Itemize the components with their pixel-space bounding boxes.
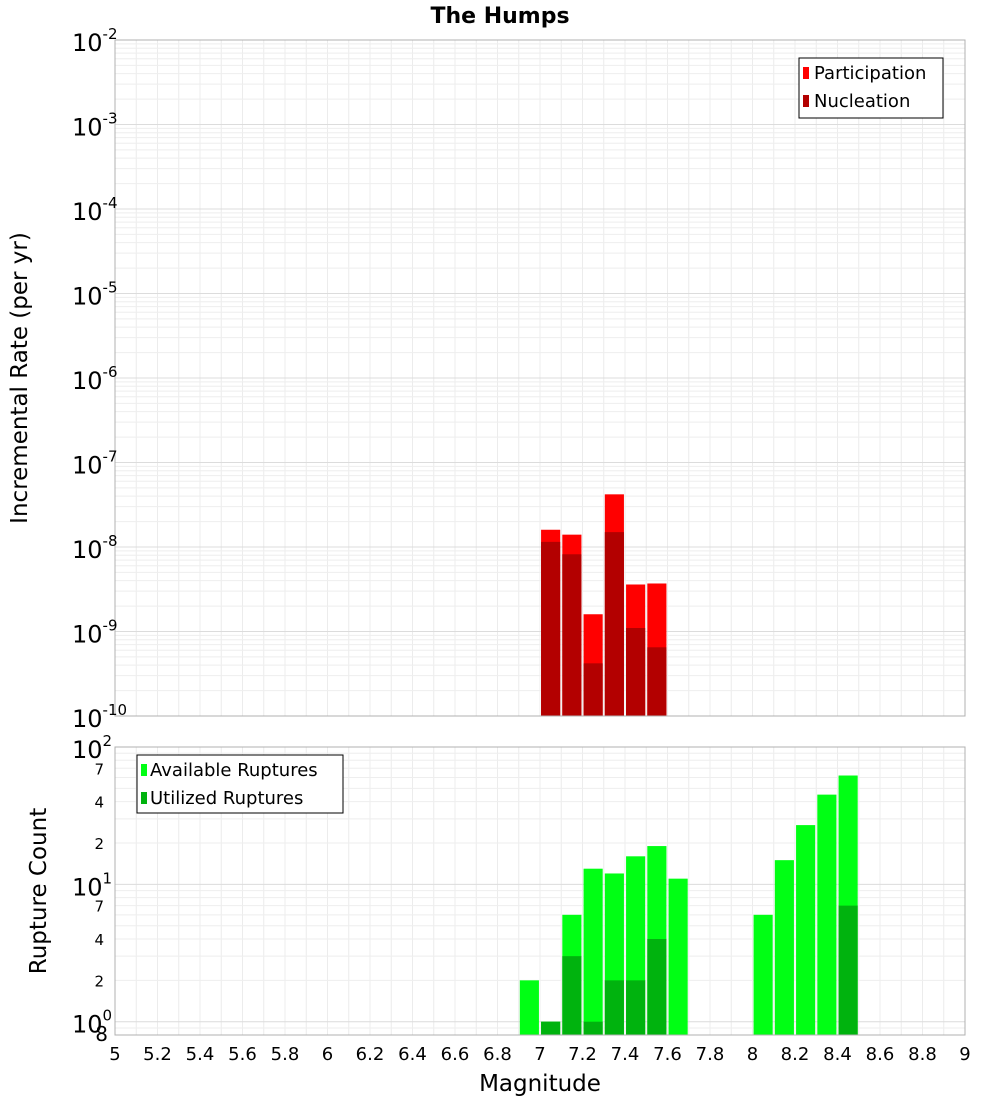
x-tick-label: 8.4 <box>823 1044 852 1065</box>
y-tick-label: 100 <box>72 1007 112 1039</box>
x-tick-label: 6.6 <box>441 1044 470 1065</box>
y-tick-label: 10-8 <box>72 532 118 564</box>
legend-swatch-available-ruptures <box>141 764 147 776</box>
bottom-bars <box>519 775 858 1035</box>
x-tick-label: 7.8 <box>696 1044 725 1065</box>
bar-nucleation <box>647 647 667 716</box>
top-legend: Participation Nucleation <box>798 57 944 119</box>
bar-utilized-ruptures <box>838 905 858 1035</box>
legend-label-participation: Participation <box>814 63 926 84</box>
top-plot-frame <box>114 39 966 717</box>
top-legend-box <box>798 57 944 119</box>
chart-title: The Humps <box>430 4 569 29</box>
bar-nucleation <box>626 628 646 716</box>
y-minor-tick-label: 7 <box>94 760 104 778</box>
bar-available-ruptures <box>583 868 603 1035</box>
y-tick-label: 10-6 <box>72 363 118 395</box>
x-tick-label: 6.8 <box>483 1044 512 1065</box>
x-tick-label: 9 <box>959 1044 970 1065</box>
bottom-y-axis-label: Rupture Count <box>26 808 52 974</box>
top-plot: 10-10 10-9 10-8 10-7 10-6 10-5 10-4 10-3 10-2 In… <box>7 25 966 733</box>
bar-available-ruptures <box>817 794 837 1035</box>
y-tick-label: 10-7 <box>72 448 118 480</box>
x-tick-label: 5.6 <box>228 1044 257 1065</box>
y-minor-tick-label: 7 <box>94 898 104 916</box>
top-bars <box>541 494 667 716</box>
bar-utilized-ruptures <box>604 980 624 1035</box>
x-tick-label: 8.6 <box>866 1044 895 1065</box>
bar-utilized-ruptures <box>647 939 667 1035</box>
x-tick-label: 7.2 <box>568 1044 597 1065</box>
bar-nucleation <box>541 541 561 716</box>
y-minor-tick-label: 8 <box>95 1022 108 1046</box>
x-tick-label: 7.6 <box>653 1044 682 1065</box>
top-y-axis-label: Incremental Rate (per yr) <box>7 232 33 524</box>
legend-label-available-ruptures: Available Ruptures <box>150 760 318 781</box>
y-tick-label: 10-5 <box>72 279 118 311</box>
y-tick-label: 10-9 <box>72 617 118 649</box>
bar-available-ruptures <box>753 914 773 1035</box>
x-tick-label: 8 <box>747 1044 758 1065</box>
bottom-legend: Available Ruptures Utilized Ruptures <box>136 754 344 814</box>
bottom-y-tick-labels: 100 101 102 8 2 4 7 2 4 7 <box>72 732 112 1046</box>
legend-swatch-nucleation <box>803 95 809 107</box>
bar-nucleation <box>562 554 582 716</box>
y-tick-label: 10-2 <box>72 25 118 57</box>
x-tick-label: 8.2 <box>781 1044 810 1065</box>
bottom-plot-frame <box>114 746 966 1036</box>
y-minor-tick-label: 4 <box>94 931 104 949</box>
bottom-legend-box <box>136 754 344 814</box>
y-tick-label: 10-10 <box>72 701 127 733</box>
x-tick-label: 7.4 <box>611 1044 640 1065</box>
bottom-plot: 100 101 102 8 2 4 7 2 4 7 5 5.2 5.4 5.6 5.8 6 6.2 6.4 6.6… <box>26 732 971 1097</box>
x-tick-label: 6.4 <box>398 1044 427 1065</box>
y-tick-label: 101 <box>72 869 112 901</box>
y-tick-label: 102 <box>72 732 112 764</box>
legend-label-nucleation: Nucleation <box>814 91 910 112</box>
y-tick-label: 10-3 <box>72 110 118 142</box>
bar-nucleation <box>604 532 624 716</box>
y-minor-tick-label: 4 <box>94 794 104 812</box>
bar-available-ruptures <box>796 825 816 1035</box>
top-y-tick-labels: 10-10 10-9 10-8 10-7 10-6 10-5 10-4 10-3 10-2 <box>72 25 127 733</box>
bar-utilized-ruptures <box>562 956 582 1035</box>
x-tick-label: 7 <box>534 1044 545 1065</box>
legend-swatch-participation <box>803 67 809 79</box>
bar-utilized-ruptures <box>583 1021 603 1035</box>
bar-nucleation <box>583 663 603 716</box>
x-tick-label: 5.8 <box>271 1044 300 1065</box>
y-minor-tick-label: 2 <box>94 835 104 853</box>
x-tick-label: 6 <box>322 1044 333 1065</box>
bar-available-ruptures <box>519 980 539 1035</box>
x-tick-labels: 5 5.2 5.4 5.6 5.8 6 6.2 6.4 6.6 6.8 7 7.2 7.4 7.6 7.8 8… <box>109 1044 970 1065</box>
y-minor-tick-label: 2 <box>94 972 104 990</box>
x-axis-label: Magnitude <box>479 1071 601 1097</box>
x-tick-label: 8.8 <box>908 1044 937 1065</box>
bar-available-ruptures <box>668 878 688 1035</box>
x-tick-label: 5.4 <box>186 1044 215 1065</box>
x-tick-label: 5 <box>109 1044 120 1065</box>
x-tick-label: 6.2 <box>356 1044 385 1065</box>
top-grid <box>114 40 966 717</box>
y-tick-label: 10-4 <box>72 194 118 226</box>
x-tick-label: 5.2 <box>143 1044 172 1065</box>
bar-utilized-ruptures <box>626 980 646 1035</box>
bar-available-ruptures <box>774 860 794 1035</box>
legend-swatch-utilized-ruptures <box>141 792 147 804</box>
bar-utilized-ruptures <box>541 1021 561 1035</box>
legend-label-utilized-ruptures: Utilized Ruptures <box>150 788 303 809</box>
